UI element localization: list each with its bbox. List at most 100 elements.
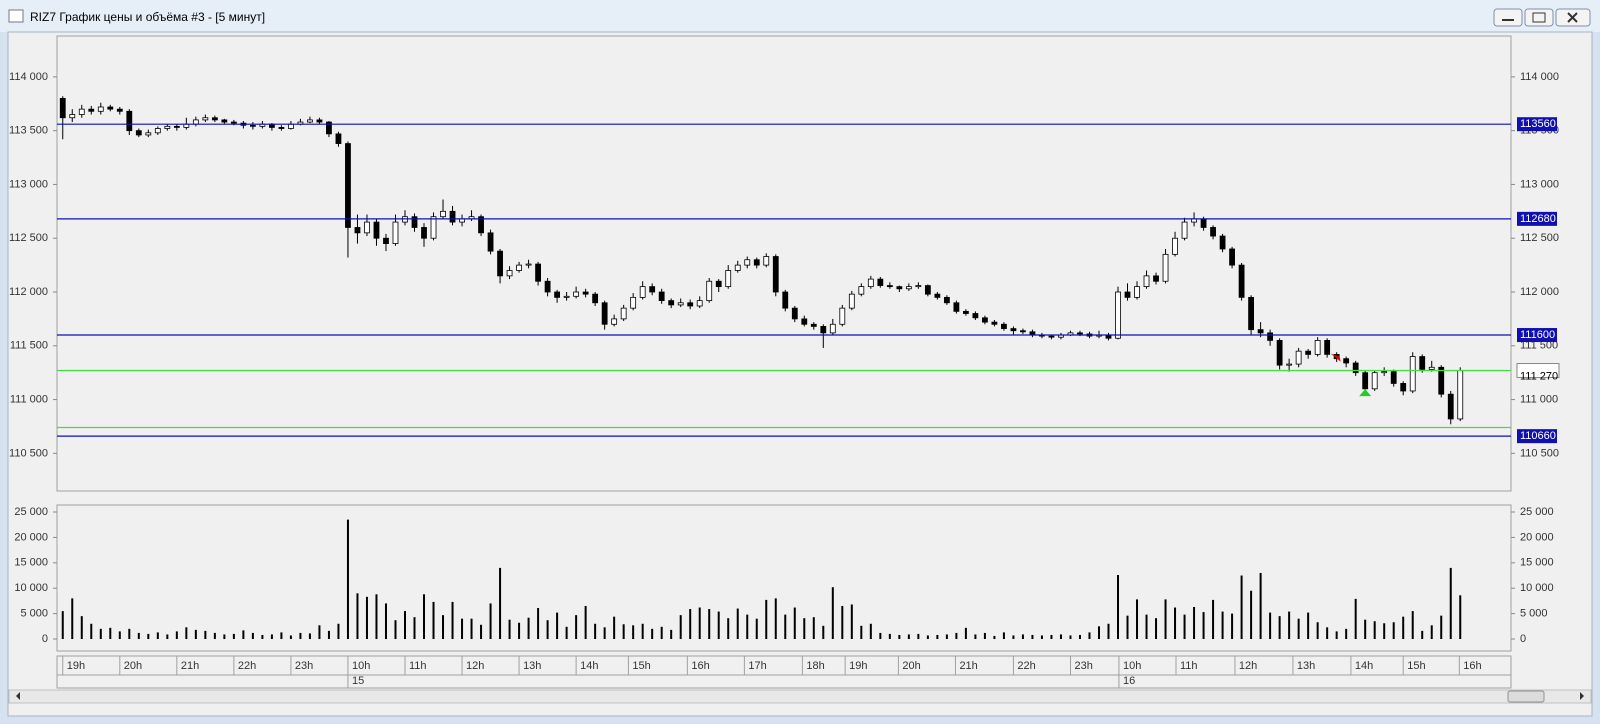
candle-body [278, 127, 285, 129]
candle-body [639, 286, 646, 298]
x-tick-label: 19h [849, 660, 867, 672]
candle-body [430, 216, 437, 239]
volume-bar [1240, 575, 1243, 640]
candle-body [1238, 264, 1245, 298]
volume-bar [403, 611, 406, 640]
x-tick-label: 23h [295, 660, 313, 672]
volume-bar [860, 625, 863, 640]
volume-bar [898, 634, 901, 640]
volume-bar [1174, 607, 1177, 640]
volume-bar [1354, 598, 1357, 640]
volume-bar [964, 627, 967, 640]
volume-bar [527, 617, 530, 640]
volume-bar [603, 627, 606, 640]
scrollbar[interactable] [8, 689, 1592, 704]
volume-bar [194, 629, 197, 640]
volume-bar [99, 628, 102, 640]
x-tick-label: 18h [806, 660, 824, 672]
volume-bar [1050, 634, 1053, 640]
volume-bar [1031, 634, 1034, 640]
volume-bar [1430, 625, 1433, 640]
volume-bar [1269, 612, 1272, 640]
volume-bar [565, 626, 568, 640]
volume-bar [175, 631, 178, 640]
candle-body [249, 124, 256, 127]
volume-bar [1097, 626, 1100, 640]
candle-body [829, 323, 836, 334]
candle-body [991, 321, 998, 325]
candle-body [1447, 393, 1454, 420]
volume-bar [1021, 634, 1024, 640]
volume-bar [156, 632, 159, 640]
volume-bar [242, 630, 245, 640]
volume-bar [926, 635, 929, 640]
volume-bar [1307, 612, 1310, 640]
volume-bar [755, 618, 758, 640]
volume-bar [518, 622, 521, 640]
level-label: 111 270 [1520, 370, 1558, 382]
close-button[interactable] [1555, 8, 1591, 27]
volume-bar [356, 593, 359, 640]
candle-body [1134, 286, 1140, 298]
level-label-box [1517, 429, 1557, 444]
volume-bar [442, 615, 445, 640]
volume-bar [223, 634, 226, 640]
x-tick-label: 14h [580, 660, 598, 672]
level-label: 112680 [1520, 213, 1556, 225]
volume-bar [774, 598, 777, 640]
volume-bar [499, 567, 502, 640]
volume-bar [1193, 607, 1196, 640]
x-tick-label: 22h [238, 660, 256, 672]
volume-bar [850, 604, 853, 640]
restore-button[interactable] [1524, 8, 1554, 27]
candle-body [1276, 340, 1283, 366]
volume-bar [974, 634, 977, 640]
candle-body [649, 286, 656, 293]
x-tick-label: 15h [1407, 660, 1425, 672]
candle-body [611, 318, 618, 325]
candle-body [354, 227, 361, 234]
x-tick-label: 11h [1180, 660, 1198, 672]
candle-body [535, 263, 541, 282]
candle-body [116, 108, 123, 112]
candle-body [449, 210, 456, 223]
candle-body [658, 291, 665, 302]
x-tick-label: 21h [959, 660, 977, 672]
candle-body [107, 106, 114, 110]
candle-body [1124, 291, 1131, 298]
volume-bar [128, 628, 131, 640]
volume-bar [1383, 623, 1386, 640]
candle-body [1048, 335, 1055, 338]
volume-bar [717, 611, 720, 640]
trade-marker [1359, 389, 1372, 397]
minimize-button[interactable] [1493, 8, 1523, 27]
candle-body [345, 143, 351, 228]
candle-body [211, 117, 218, 121]
volume-bar [1078, 634, 1081, 640]
candle-body [601, 302, 608, 325]
volume-bar [537, 608, 540, 640]
volume-bar [299, 632, 302, 640]
volume-bar [1335, 631, 1338, 640]
candle-body [288, 123, 294, 129]
trade-marker [1330, 353, 1341, 362]
level-label: 111600 [1520, 329, 1555, 341]
candle-body [696, 300, 703, 307]
y-tick-label: 112 500 [9, 232, 48, 244]
candle-body [316, 119, 323, 123]
candle-body [221, 119, 228, 123]
volume-bar [689, 609, 692, 640]
candle-body [173, 125, 180, 128]
x-tick-label: 12h [466, 660, 484, 672]
volume-bar [1107, 623, 1110, 640]
y-tick-label: 114 000 [1520, 71, 1559, 83]
volume-bar [556, 612, 559, 640]
candle-body [88, 108, 95, 112]
candle-body [953, 302, 960, 312]
volume-bar [736, 608, 739, 640]
y-tick-label: 113 000 [9, 178, 48, 190]
candle-body [1172, 237, 1178, 255]
candle-body [525, 263, 532, 266]
candle-body [1457, 370, 1464, 420]
